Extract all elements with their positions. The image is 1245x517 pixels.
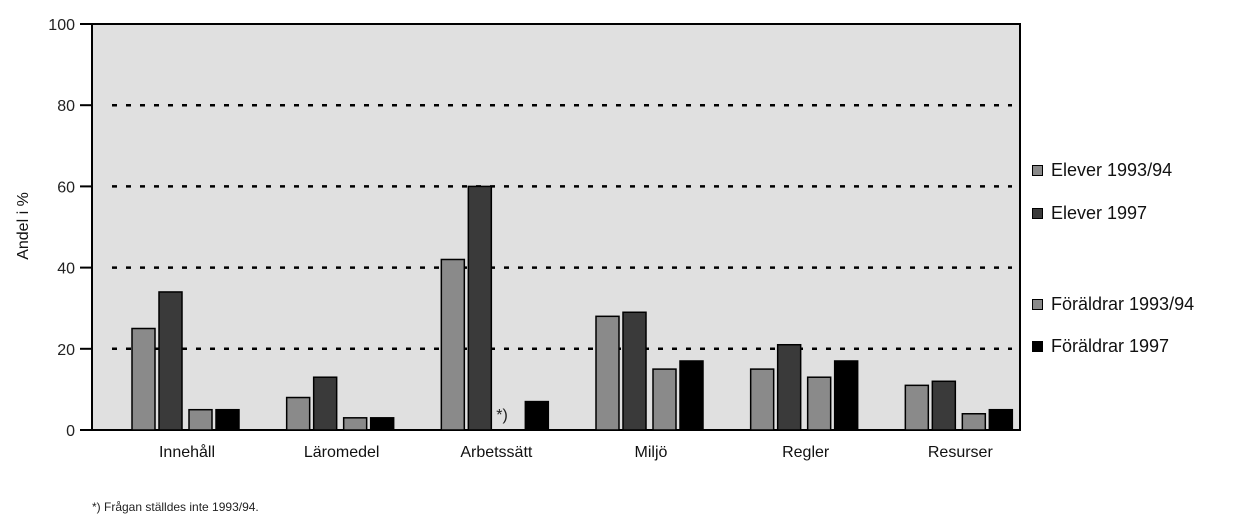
- x-tick-label: Läromedel: [304, 444, 380, 461]
- legend-swatch: [1032, 208, 1043, 219]
- annotation-marker: *): [496, 407, 508, 424]
- footnote: *) Frågan ställdes inte 1993/94.: [92, 500, 259, 514]
- legend-swatch: [1032, 165, 1043, 176]
- bar: [188, 408, 213, 431]
- bar: [749, 368, 775, 431]
- bar: [595, 315, 620, 431]
- legend-item: Föräldrar 1997: [1032, 336, 1169, 357]
- bar: [806, 376, 832, 431]
- bar: [369, 417, 395, 431]
- gridlines: [112, 103, 1012, 351]
- bar: [440, 258, 466, 431]
- legend-swatch: [1032, 341, 1043, 352]
- bar: [776, 343, 802, 431]
- y-tick-label: 60: [57, 179, 75, 196]
- bar: [622, 311, 647, 431]
- legend-label: Elever 1997: [1051, 203, 1148, 223]
- legend-item: Elever 1993/94: [1032, 160, 1172, 181]
- bar: [679, 360, 704, 431]
- x-tick-label: Miljö: [635, 444, 668, 461]
- y-tick-label: 100: [48, 17, 75, 34]
- bar: [312, 376, 338, 431]
- bar: [342, 417, 368, 431]
- bar: [215, 408, 240, 431]
- bar: [652, 368, 677, 431]
- legend-label: Föräldrar 1993/94: [1051, 294, 1195, 314]
- legend-label: Föräldrar 1997: [1051, 336, 1170, 356]
- legend: Elever 1993/94 Elever 1997 Föräldrar 199…: [1032, 0, 1242, 400]
- legend-swatch: [1032, 299, 1043, 310]
- bars: [131, 185, 1014, 431]
- bar: [285, 396, 311, 431]
- bar: [988, 408, 1014, 431]
- y-tick-label: 0: [66, 423, 75, 440]
- plot-area: [91, 23, 1021, 431]
- y-tick-label: 80: [57, 98, 75, 115]
- legend-item: Elever 1997: [1032, 203, 1147, 224]
- bar: [833, 360, 859, 431]
- x-tick-label: Regler: [782, 444, 830, 461]
- bar: [467, 185, 493, 431]
- bar: [131, 327, 156, 431]
- y-tick-label: 20: [57, 342, 75, 359]
- x-tick-label: Arbetssätt: [460, 444, 533, 461]
- bar: [904, 384, 930, 431]
- y-axis-ticks: 0 20 40 60 80 100: [48, 17, 92, 440]
- x-tick-label: Innehåll: [159, 443, 215, 461]
- legend-item: Föräldrar 1993/94: [1032, 294, 1194, 315]
- bar: [158, 291, 183, 431]
- y-tick-label: 40: [57, 261, 75, 278]
- x-tick-label: Resurser: [928, 444, 994, 461]
- legend-label: Elever 1993/94: [1051, 160, 1173, 180]
- bar: [524, 400, 550, 431]
- bar: [961, 413, 987, 431]
- bar: [931, 380, 957, 431]
- x-axis-categories: Innehåll Läromedel Arbetssätt Miljö Regler Re…: [159, 443, 993, 461]
- y-axis-label: Andel i %: [15, 192, 32, 260]
